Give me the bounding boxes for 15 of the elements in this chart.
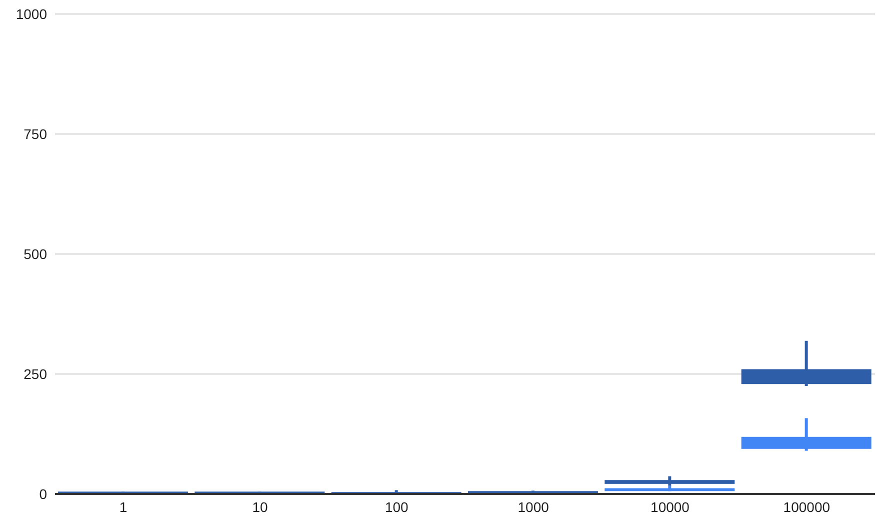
x-tick-label: 100	[384, 498, 409, 515]
y-tick-label: 0	[39, 486, 48, 502]
y-tick-label: 750	[24, 126, 48, 142]
candlestick	[604, 476, 735, 486]
x-tick-label: 100000	[783, 498, 830, 515]
candlestick	[741, 418, 872, 451]
x-tick-label: 10000	[650, 498, 690, 515]
x-tick-label: 1000	[518, 498, 550, 515]
x-tick-label: 1	[119, 498, 128, 515]
candlestick	[604, 486, 735, 492]
y-tick-label: 1000	[16, 6, 48, 22]
x-tick-label: 10	[252, 498, 268, 515]
y-tick-label: 500	[24, 246, 48, 262]
candlestick	[741, 340, 872, 386]
y-tick-label: 250	[24, 366, 48, 382]
